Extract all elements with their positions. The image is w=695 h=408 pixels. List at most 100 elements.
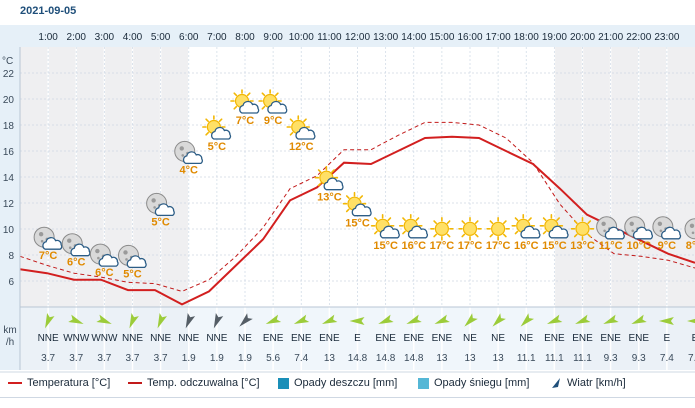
hour-label: 16:00 [457,32,482,43]
moon-crater [179,146,184,151]
wind-arrow-icon [213,313,224,329]
wind-arrow-icon [378,314,394,325]
temperature-label: 15°C [373,240,398,252]
wind-speed-label: 13 [436,353,448,364]
y-unit-label: °C [2,56,13,67]
sun-ray [587,220,592,224]
legend-snow[interactable]: Opady śniegu [mm] [418,377,529,389]
sun-ray [573,220,578,224]
wind-speed-label: 11.1 [545,353,564,364]
sun-ray [502,233,507,238]
hour-label: 5:00 [151,32,171,43]
temperature-label: 7°C [236,115,255,127]
hour-label: 21:00 [598,32,623,43]
legend-wind[interactable]: Wiatr [km/h] [550,377,626,389]
temperature-label: 9°C [658,240,677,252]
wind-speed-label: 3.7 [41,353,55,364]
sun-ray [528,217,532,221]
temperature-label: 16°C [401,240,426,252]
cloud-shape [661,226,682,240]
moon-crater [601,221,606,226]
sun-ray [205,118,210,123]
wind-arrow-icon [239,313,253,327]
temperature-label: 13°C [570,240,595,252]
wind-arrow-icon [464,313,478,327]
sun-cloud-icon [202,115,232,140]
moon-crater [629,221,634,226]
wind-speed-label: 14.8 [376,353,396,364]
wind-direction-label: ENE [600,333,621,344]
temperature-label: 6°C [95,267,114,279]
forecast-chart-widget: 6 8 10 12 14 16 18 20 22 °C 1:00 2:00 3:00 4:00 5:00 6:… [0,25,695,373]
wind-speed-label: 11.1 [517,353,536,364]
sun-ray [542,230,547,235]
temperature-label: 4°C [180,164,199,176]
temperature-label: 10°C [626,240,651,252]
sun-ray [233,105,238,110]
sun-disc [462,221,478,236]
hour-label: 7:00 [207,32,227,43]
sun-ray [233,92,238,97]
y-tick-label: 8 [8,251,14,262]
sun-cloud-icon [314,165,344,191]
sun-ray [474,233,479,238]
temperature-label: 9°C [264,115,283,127]
sun-cloud-icon [342,191,372,217]
wind-speed-label: 3.7 [126,353,140,364]
cloud-shape [548,225,569,239]
sun-ray [274,92,279,97]
hour-label: 19:00 [542,32,567,43]
wind-direction-label: NNE [206,333,227,344]
sun-ray [556,217,560,221]
hour-label: 2:00 [67,32,87,43]
wind-arrow-icon [265,314,282,325]
wind-speed-label: 13 [464,353,476,364]
sun-ray [303,118,307,123]
moon-crater [689,223,695,228]
sun-ray [587,233,592,238]
hour-label: 8:00 [235,32,255,43]
wind-arrow-shape [293,314,310,325]
moon-crater [659,229,663,233]
hour-label: 11:00 [317,32,342,43]
wind-arrow-shape [631,314,647,325]
legend-temperature[interactable]: Temperatura [°C] [8,377,110,389]
moon-crater [97,256,100,260]
moon-cloud-icon [174,140,203,165]
wind-unit-label: km [3,325,16,336]
legend-rain[interactable]: Opady deszczu [mm] [278,377,397,389]
sun-ray [489,233,494,238]
wind-arrow-shape [658,317,674,325]
sun-disc [491,221,506,236]
wind-arrow-shape [520,313,535,327]
hour-header-band [0,25,695,47]
moon-crater [95,248,100,254]
wind-direction-label: ENE [375,333,396,344]
legend-feels-like[interactable]: Temp. odczuwalna [°C] [128,377,260,389]
sun-ray [433,220,438,224]
hour-label: 6:00 [179,32,199,43]
sun-ray [489,220,494,224]
sun-ray [289,131,294,136]
wind-arrow-icon [185,313,196,329]
cloud-shape [211,126,232,140]
hour-label: 13:00 [373,32,398,43]
sun-icon [430,217,454,241]
wind-arrow-icon [603,314,619,325]
wind-arrow-shape [406,314,422,325]
sun-ray [317,169,322,173]
wind-direction-label: ENE [628,333,649,344]
wind-arrow-icon [129,313,139,329]
y-tick-label: 6 [8,277,14,288]
sun-ray [446,220,451,224]
legend-feels-like-swatch [128,382,142,384]
moon-cloud-icon [624,216,653,240]
wind-speed-label: 9.3 [632,353,646,364]
wind-arrow-icon [349,317,365,325]
sun-cloud-icon [370,214,400,239]
legend-snow-swatch [418,377,429,389]
sun-ray [433,233,438,238]
wind-arrow-icon [321,314,338,325]
wind-speed-label: 11.1 [573,353,592,364]
sun-disc [434,221,449,236]
